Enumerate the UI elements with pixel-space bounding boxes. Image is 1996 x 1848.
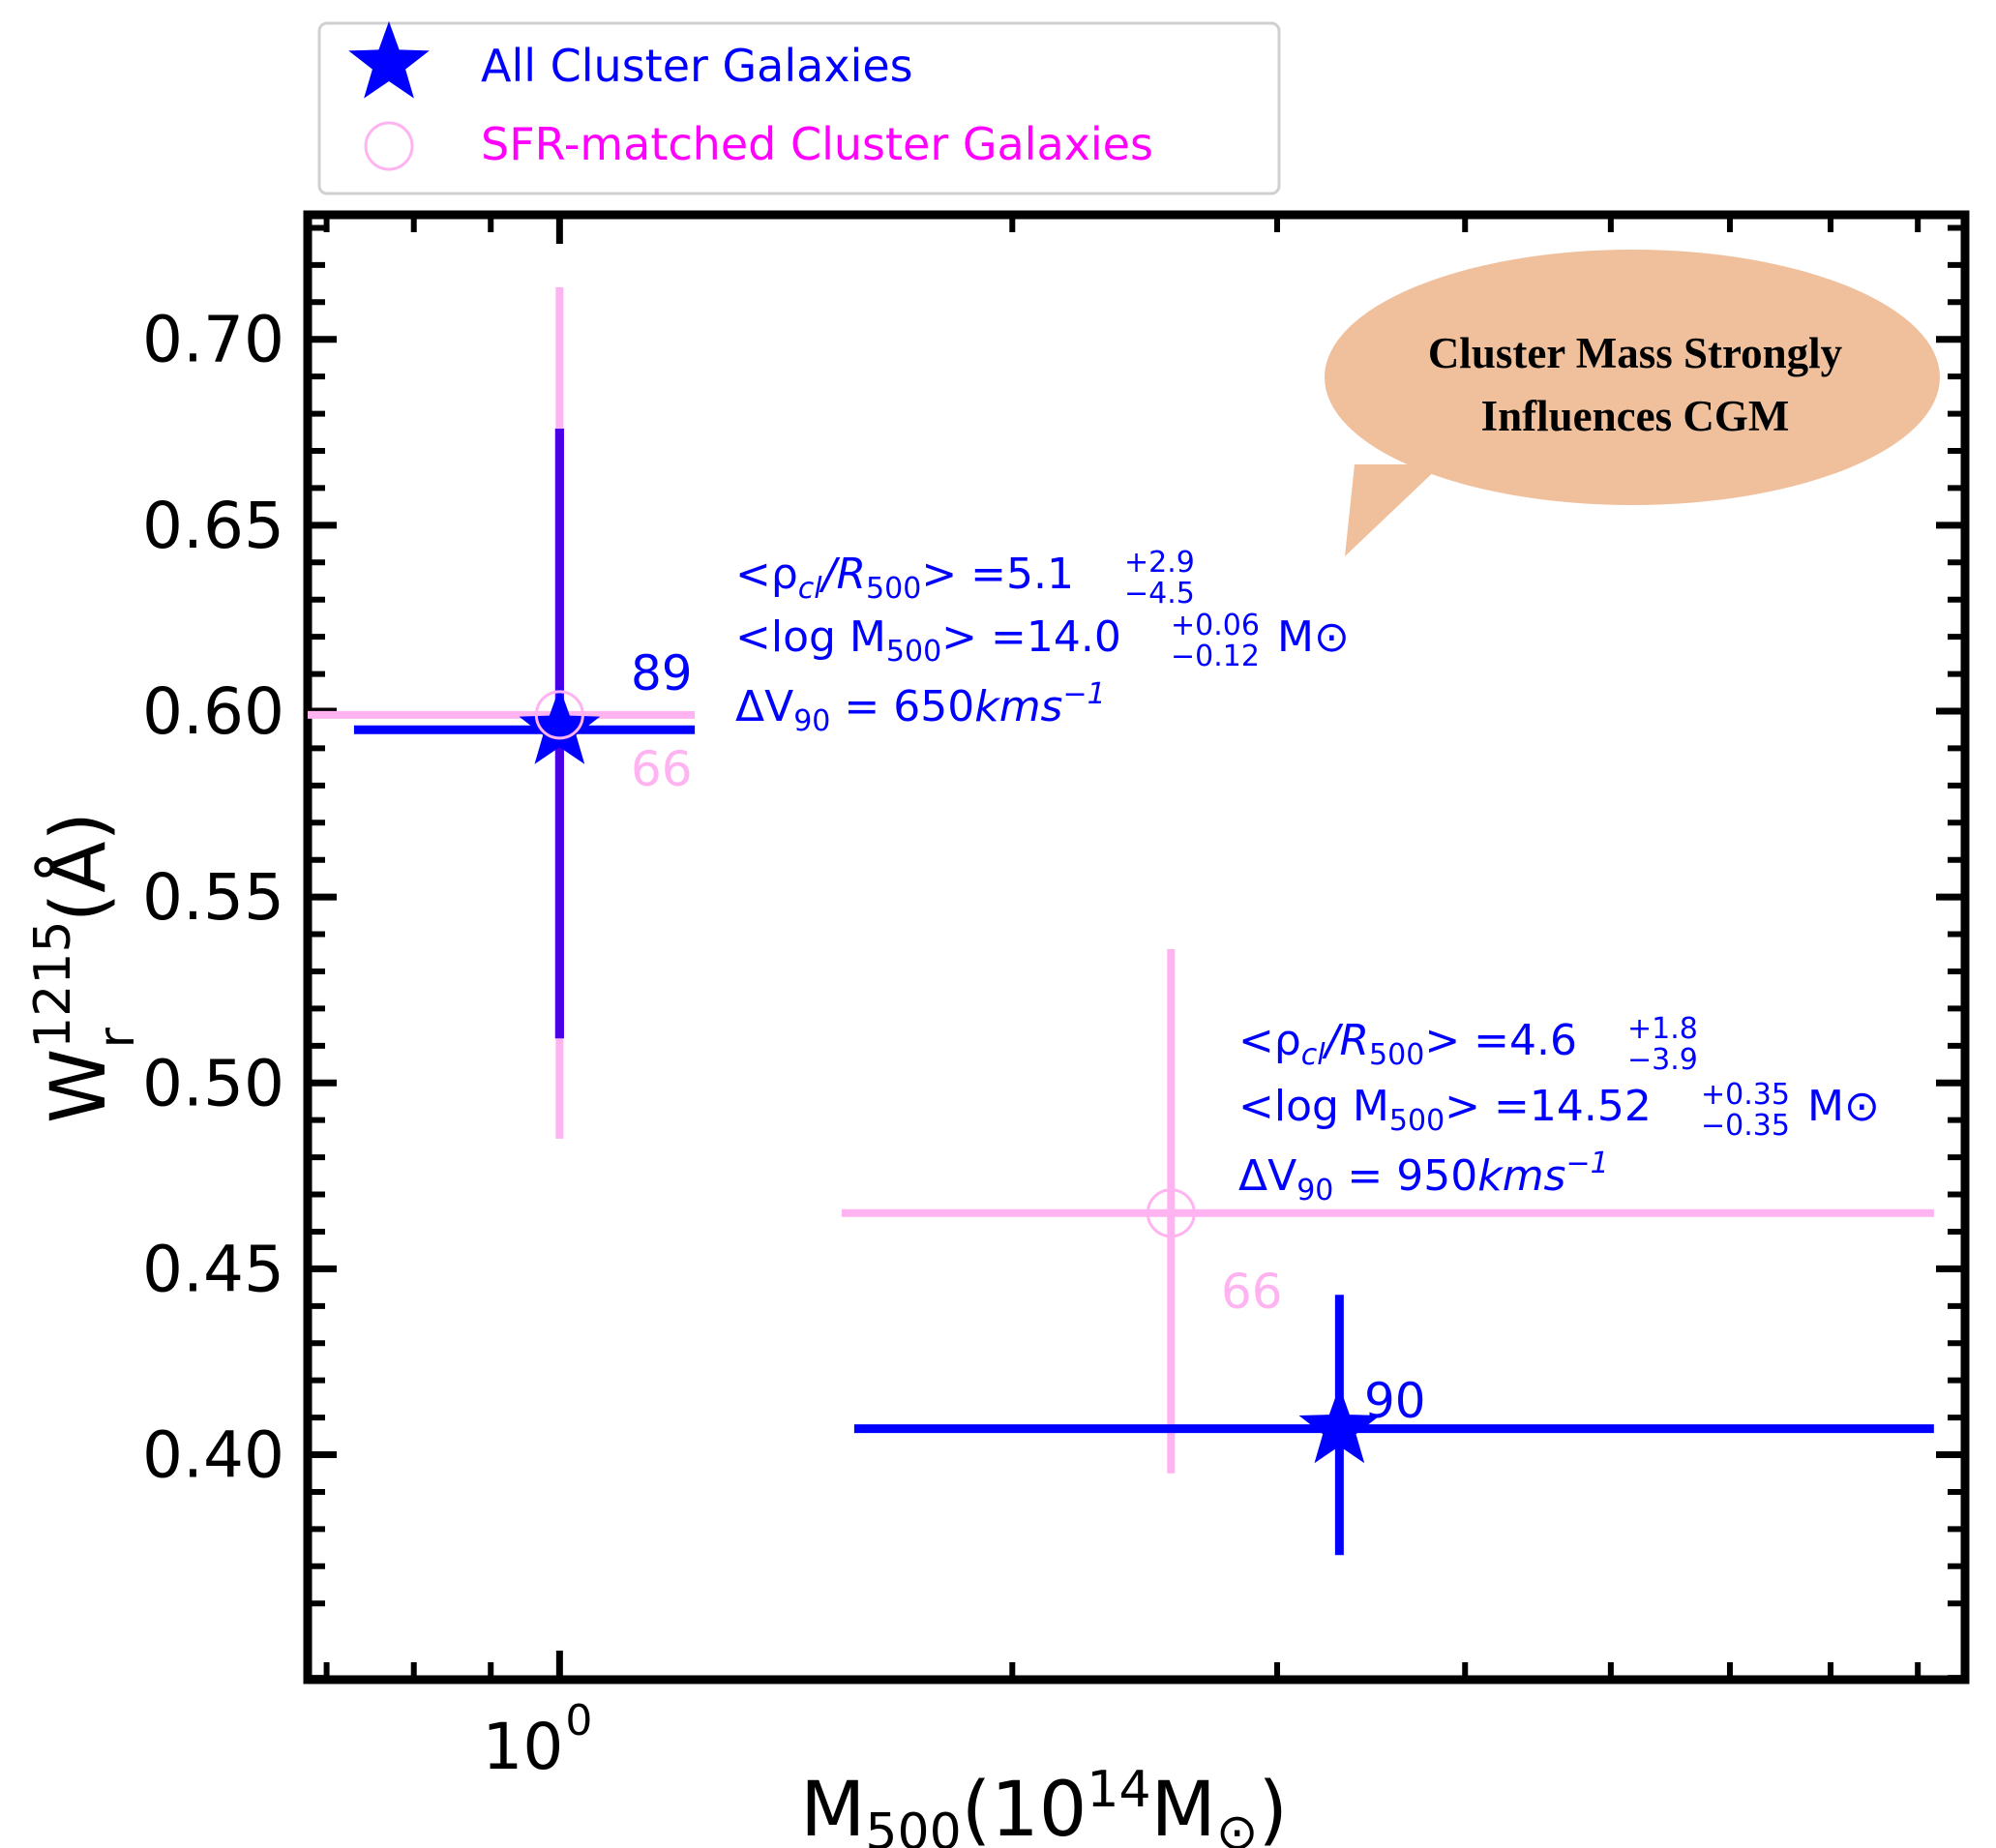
annotation-2-rho-upper: +1.8	[1627, 1012, 1698, 1046]
callout-tail	[1345, 464, 1442, 556]
x-axis-label: M500(1014M⊙)	[800, 1761, 1288, 1848]
all-point-1-star	[519, 687, 601, 764]
legend-frame	[317, 21, 1281, 195]
annotation-1-mass-lower: −0.12	[1171, 640, 1260, 673]
annotation-group-1: <ρcl/R500> =5.1 +2.9 −4.5 <log M500> =14…	[735, 546, 1350, 738]
count-label-sfr-1: 66	[631, 741, 693, 797]
annotation-1-rho: <ρcl/R500> =5.1	[735, 550, 1074, 606]
annotation-2-rho: <ρcl/R500> =4.6	[1238, 1016, 1577, 1072]
count-label-all-2: 90	[1364, 1373, 1426, 1429]
y-axis-label: W1215 r (Å)	[24, 812, 146, 1123]
y-tick-label: 0.60	[142, 674, 284, 749]
annotation-2-dv: ΔV90 = 950kms−1	[1238, 1147, 1609, 1207]
all-point-2-star	[1298, 1386, 1381, 1464]
annotation-2-rho-lower: −3.9	[1627, 1043, 1698, 1077]
x-tick-label: 10 0	[482, 1696, 592, 1784]
y-tick-label: 0.55	[142, 860, 284, 935]
annotation-1-mass-unit: M⊙	[1277, 612, 1350, 662]
legend-circle-marker	[364, 121, 414, 171]
x-tick-label-base: 10	[482, 1710, 563, 1784]
annotation-2-mass-upper: +0.35	[1701, 1078, 1790, 1112]
callout-bubble: Cluster Mass Strongly Influences CGM	[1325, 250, 1940, 556]
legend-label-all: All Cluster Galaxies	[481, 40, 913, 92]
callout-ellipse	[1325, 250, 1940, 505]
plot-frame	[303, 210, 1970, 1684]
annotation-2-mass: <log M500> =14.52	[1238, 1082, 1652, 1138]
annotation-1-mass: <log M500> =14.0	[735, 612, 1121, 669]
sfr-point-1-circle	[534, 690, 584, 740]
data-marks	[308, 286, 1934, 1556]
count-label-sfr-2: 66	[1221, 1264, 1283, 1320]
annotation-1-dv: ΔV90 = 650kms−1	[735, 677, 1106, 738]
callout-line-2: Influences CGM	[1481, 392, 1790, 440]
y-tick-label: 0.70	[142, 303, 284, 377]
annotation-2-mass-lower: −0.35	[1701, 1109, 1790, 1143]
y-tick-labels: 0.40 0.45 0.50 0.55 0.60 0.65 0.70	[142, 303, 284, 1493]
x-tick-label-exponent: 0	[565, 1696, 592, 1745]
annotation-1-rho-lower: −4.5	[1124, 577, 1195, 611]
annotation-1-rho-upper: +2.9	[1124, 546, 1195, 580]
callout-line-1: Cluster Mass Strongly	[1428, 329, 1843, 377]
legend-star-marker	[348, 21, 430, 99]
annotation-2-mass-unit: M⊙	[1807, 1082, 1880, 1131]
y-tick-label: 0.65	[142, 489, 284, 563]
legend-label-sfr: SFR-matched Cluster Galaxies	[481, 118, 1153, 170]
y-tick-label: 0.50	[142, 1046, 284, 1120]
y-tick-label: 0.45	[142, 1232, 284, 1306]
count-label-all-1: 89	[631, 645, 693, 701]
sfr-point-2-circle	[1146, 1188, 1196, 1238]
legend: All Cluster Galaxies SFR-matched Cluster…	[317, 21, 1281, 195]
annotation-group-2: <ρcl/R500> =4.6 +1.8 −3.9 <log M500> =14…	[1238, 1012, 1880, 1207]
annotation-1-mass-upper: +0.06	[1171, 609, 1260, 642]
y-tick-label: 0.40	[142, 1418, 284, 1493]
